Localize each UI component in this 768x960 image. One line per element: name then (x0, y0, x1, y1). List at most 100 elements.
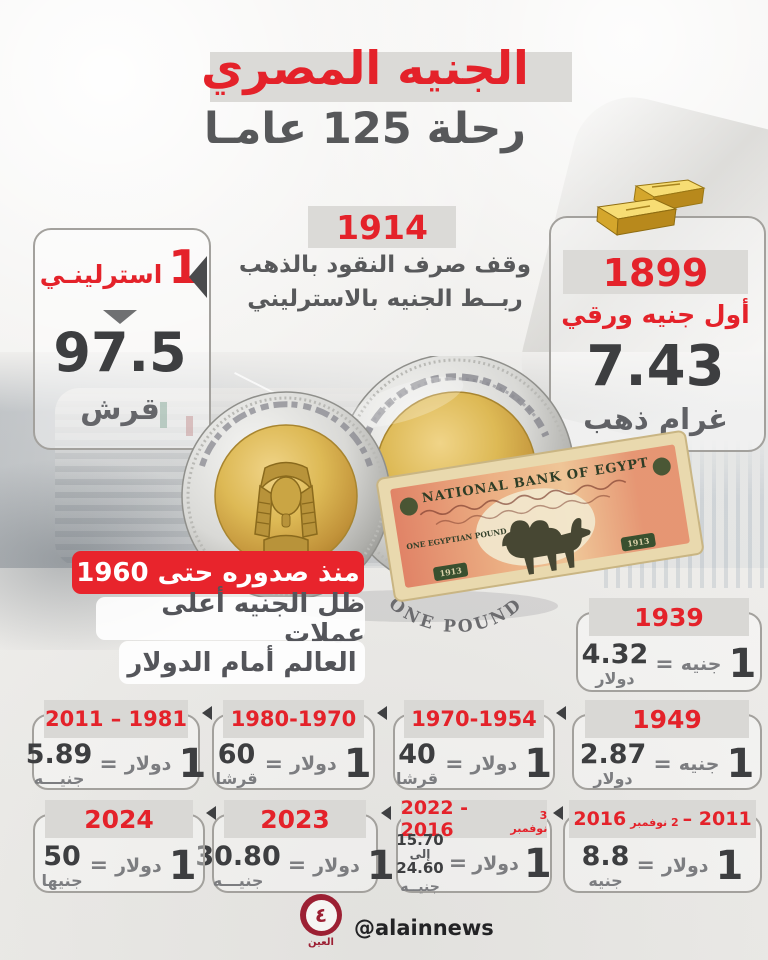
rate-value: 5.89 (25, 739, 93, 770)
amount: 1 (715, 842, 744, 889)
milestone-period-date: 3 نوفمبر (510, 809, 548, 835)
equals-sign: = (287, 853, 307, 878)
equals-sign: = (445, 751, 464, 777)
milestone-2024: 2024 1 دولار = 50 جنيها (33, 800, 205, 893)
equals-sign: = (89, 853, 109, 878)
event-1914-line1: وقف صرف النقود بالذهب (238, 252, 532, 278)
milestone-period-band: 1949 (585, 700, 749, 738)
rate-value: 2.87 (579, 739, 647, 770)
social-handle[interactable]: @alainnews (354, 916, 494, 940)
year-1899-band (563, 250, 748, 294)
sterling-card (33, 228, 211, 450)
rate-to-word: إلى (409, 847, 431, 862)
unit: جنيه (678, 753, 720, 775)
milestone-period-band: 2023 (223, 800, 367, 838)
amount: 1 (728, 641, 757, 687)
milestone-2011-2016: – 2011 2 نوفمبر 2016 1 دولار = 8.8 جنيه (563, 800, 762, 893)
card-1899-unit: غرام ذهب (583, 402, 728, 436)
milestone-rate: 1 دولار = 15.70 إلى 24.60 جنيــه (396, 832, 551, 894)
milestone-period-band: – 2011 2 نوفمبر 2016 (568, 800, 757, 838)
rate-value: 60 (217, 739, 256, 770)
gold-bars-icon (596, 179, 706, 236)
rate-unit: جنيــه (400, 878, 440, 895)
note-1960-line1: ظل الجنيه أعلى عملات (96, 589, 365, 649)
rate-value-range: 15.70 إلى 24.60 جنيــه (396, 832, 443, 895)
milestone-rate: 1 دولار = 30.80 جنيـــه (195, 840, 394, 891)
amount: 1 (168, 842, 197, 889)
left-arrow-icon (206, 806, 216, 820)
left-arrow-icon (381, 806, 391, 820)
milestone-period-band: 1980-1970 (223, 700, 364, 738)
unit: دولار (470, 753, 518, 775)
milestone-period: 2011 – 1981 (44, 707, 188, 731)
footer: ٤ العين @alainnews (300, 894, 494, 948)
camel-icon (502, 517, 591, 575)
unit: دولار (472, 852, 519, 875)
equals-sign: = (448, 851, 468, 876)
alain-logo-glyph: ٤ (305, 899, 337, 931)
banknote-year: 1913 (439, 565, 463, 578)
left-arrow-icon (377, 706, 387, 720)
left-arrow-icon (556, 706, 566, 720)
milestone-period: 1970-1954 (411, 707, 537, 731)
sterling-amount-line: 1 استرلينـي (38, 244, 202, 290)
milestone-2023: 2023 1 دولار = 30.80 جنيـــه (195, 800, 395, 893)
amount: 1 (366, 842, 395, 889)
amount: 1 (523, 840, 552, 887)
page-title: الجنيه المصري (201, 41, 529, 95)
milestone-period: 1980-1970 (230, 707, 357, 731)
equals-sign: = (655, 651, 674, 677)
unit: دولار (661, 854, 709, 877)
equals-sign: = (636, 853, 655, 878)
page-subtitle: رحلة 125 عامـا (203, 104, 527, 154)
year-1914: 1914 (336, 208, 428, 247)
milestone-1981-2011: 2011 – 1981 1 دولار = 5.89 جنيـــه (26, 700, 206, 790)
rate-value: 8.8 (581, 840, 630, 872)
milestone-period: 1949 (632, 704, 702, 734)
unit: دولار (124, 753, 172, 775)
ribbon-notch-icon (189, 256, 207, 298)
milestone-1970-1980: 1980-1970 1 دولار = 60 قرشا (212, 700, 375, 790)
amount: 1 (178, 741, 207, 787)
note-1960-highlight: منذ صدوره حتى 1960 (72, 551, 364, 594)
milestone-rate: 1 دولار = 8.8 جنيه (569, 840, 756, 891)
unit: دولار (313, 854, 360, 877)
alain-logo: ٤ العين (300, 894, 342, 948)
rate-unit: جنيـــه (33, 769, 85, 788)
milestone-period: 2023 (260, 804, 330, 834)
alain-logo-icon: ٤ (300, 894, 342, 936)
rate-value: 30.80 (195, 840, 281, 872)
milestone-period-end: – 2011 (682, 808, 752, 830)
down-arrow-icon (103, 310, 137, 324)
milestone-period-band: 3 نوفمبر 2022 - 2016 (400, 797, 548, 841)
banknote-year: 1913 (627, 535, 651, 548)
milestone-1954-1970: 1970-1954 1 دولار = 40 قرشا (393, 700, 555, 790)
card-1899-value: 7.43 (586, 334, 725, 399)
milestone-rate: 1 دولار = 50 جنيها (39, 840, 199, 891)
rate-unit: قرشا (215, 769, 258, 788)
milestone-period-date: 2 نوفمبر (630, 815, 679, 829)
milestone-period-band: 1970-1954 (404, 700, 544, 738)
unit: دولار (290, 753, 337, 775)
milestone-period-band: 1939 (589, 598, 749, 636)
milestone-period-band: 2011 – 1981 (43, 700, 189, 738)
banknote-1913: NATIONAL BANK OF EGYPT ONE EGYPTIAN POUN… (376, 430, 704, 602)
year-1899: 1899 (602, 251, 709, 295)
sterling-rate-unit: قرش (80, 392, 160, 427)
sterling-currency: استرلينـي (39, 260, 163, 289)
rate-unit: دولار (593, 769, 633, 788)
title-band (210, 52, 572, 102)
milestone-rate: 1 جنيه = 4.32 دولار (582, 638, 757, 690)
milestone-1949: 1949 1 جنيه = 2.87 دولار (572, 700, 762, 790)
rate-value: 40 (398, 739, 436, 770)
amount: 1 (524, 741, 553, 787)
equals-sign: = (653, 751, 672, 777)
milestone-2016-2022: 3 نوفمبر 2022 - 2016 1 دولار = 15.70 إلى… (396, 797, 552, 894)
milestone-rate: 1 جنيه = 2.87 دولار (578, 740, 756, 788)
rate-unit: دولار (595, 669, 635, 688)
alain-logo-text: العين (308, 937, 334, 948)
milestone-1939: 1939 1 جنيه = 4.32 دولار (576, 598, 762, 692)
note-1960-line2: العالم أمام الدولار (119, 641, 365, 684)
milestone-period: 2024 (84, 804, 154, 834)
